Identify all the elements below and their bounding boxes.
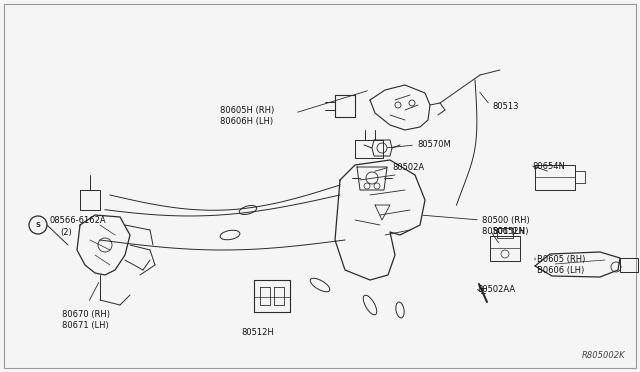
Text: 80670 (RH)
80671 (LH): 80670 (RH) 80671 (LH)	[62, 310, 110, 330]
Text: S: S	[35, 222, 40, 228]
Text: 80652N: 80652N	[492, 227, 525, 236]
Text: 80513: 80513	[492, 102, 518, 111]
Text: B0605 (RH)
B0606 (LH): B0605 (RH) B0606 (LH)	[537, 255, 586, 275]
Text: 80502A: 80502A	[392, 163, 424, 172]
Text: 80570M: 80570M	[417, 140, 451, 149]
Text: (2): (2)	[60, 228, 72, 237]
Text: 80502AA: 80502AA	[477, 285, 515, 294]
Text: 80500 (RH)
80501 (LH): 80500 (RH) 80501 (LH)	[482, 216, 530, 236]
Text: 80654N: 80654N	[532, 162, 565, 171]
Text: 80605H (RH)
80606H (LH): 80605H (RH) 80606H (LH)	[220, 106, 275, 126]
Text: R805002K: R805002K	[581, 351, 625, 360]
Text: 80512H: 80512H	[242, 328, 275, 337]
Text: 08566-6162A: 08566-6162A	[50, 216, 107, 225]
